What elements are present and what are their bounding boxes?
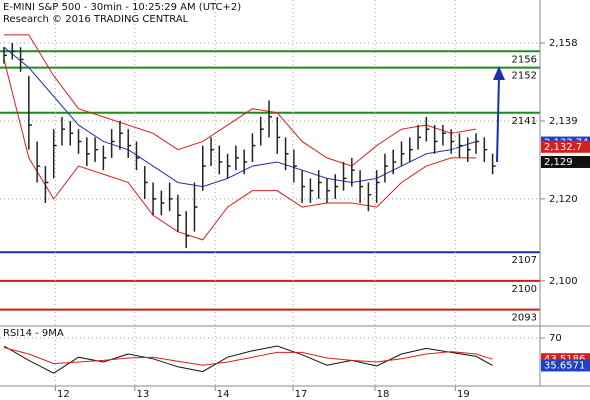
panel-title: RSI14 - 9MA (3, 328, 64, 339)
band-line (3, 59, 477, 241)
level-label: 2093 (512, 313, 537, 324)
price-tag (541, 140, 590, 153)
x-tick-label: 17 (295, 389, 308, 400)
level-label: 2152 (512, 71, 537, 82)
band-line (3, 46, 477, 188)
price-tag-label: 2,129 (544, 157, 573, 168)
x-tick-label: 14 (217, 389, 230, 400)
x-tick-label: 18 (377, 389, 390, 400)
level-label: 2107 (512, 255, 537, 266)
price-tag-label: 35.6571 (544, 360, 585, 371)
price-tag (541, 155, 590, 168)
level-label: 2156 (512, 54, 537, 65)
indicator-line (3, 347, 493, 366)
chart-subtitle: Research © 2016 TRADING CENTRAL (3, 14, 189, 25)
indicator-line (3, 345, 493, 374)
forecast-arrowhead (493, 66, 505, 80)
chart-title: E-MINI S&P 500 - 30min - 10:25:29 AM (UT… (3, 2, 241, 13)
x-tick-label: 12 (57, 389, 70, 400)
band-line (4, 34, 477, 167)
plot-layer: 2,158 2,139 2,120 2,100 2156 2152 2141 2107 2100… (0, 0, 578, 400)
x-tick-label: 19 (457, 389, 470, 400)
price-tag (541, 359, 590, 372)
y-tick-label: 2,120 (549, 194, 578, 205)
y-tick-label: 2,139 (549, 116, 578, 127)
y-tick-label: 2,100 (549, 276, 578, 287)
forecast-arrow (496, 75, 500, 163)
price-tag-label: 2,132.7 (544, 142, 582, 153)
level-label: 2100 (512, 284, 537, 295)
y-tick-label: 2,158 (549, 38, 578, 49)
level-label: 2141 (512, 116, 537, 127)
x-tick-label: 13 (136, 389, 149, 400)
y-tick-label: 70 (549, 333, 562, 344)
